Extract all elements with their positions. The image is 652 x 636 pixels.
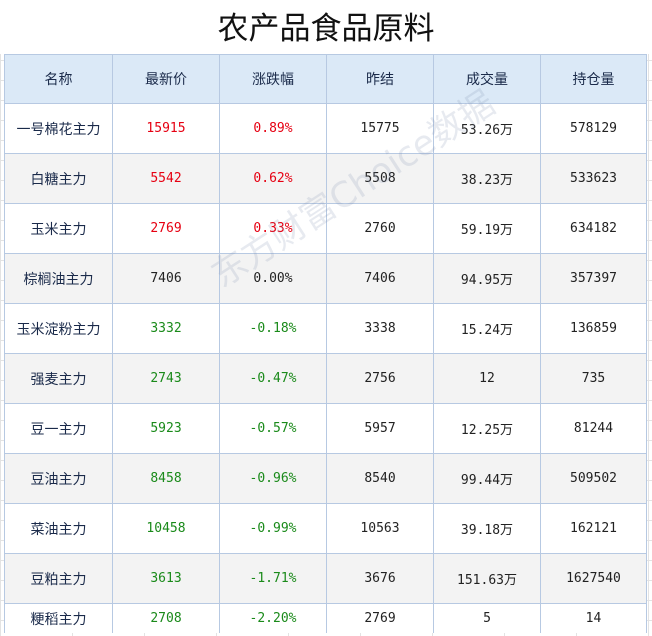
cell-change: -0.96% bbox=[219, 453, 327, 504]
cell-volume: 5 bbox=[433, 603, 541, 633]
cell-volume: 59.19万 bbox=[433, 203, 541, 254]
cell-prev-close: 3676 bbox=[326, 553, 434, 604]
cell-latest: 2769 bbox=[112, 203, 220, 254]
cell-prev-close: 8540 bbox=[326, 453, 434, 504]
cell-latest: 5542 bbox=[112, 153, 220, 204]
cell-volume: 53.26万 bbox=[433, 103, 541, 154]
cell-change: -0.99% bbox=[219, 503, 327, 554]
cell-name: 棕榈油主力 bbox=[4, 253, 113, 304]
cell-latest: 8458 bbox=[112, 453, 220, 504]
cell-prev-close: 7406 bbox=[326, 253, 434, 304]
cell-open-interest: 357397 bbox=[540, 253, 647, 304]
column-header-latest: 最新价 bbox=[112, 54, 220, 104]
table-row: 粳稻主力 2708 -2.20% 2769 5 14 bbox=[4, 603, 647, 633]
cell-name: 菜油主力 bbox=[4, 503, 113, 554]
cell-name: 玉米主力 bbox=[4, 203, 113, 254]
cell-open-interest: 162121 bbox=[540, 503, 647, 554]
cell-prev-close: 2756 bbox=[326, 353, 434, 404]
page-title: 农产品食品原料 bbox=[0, 0, 652, 54]
cell-open-interest: 735 bbox=[540, 353, 647, 404]
cell-latest: 15915 bbox=[112, 103, 220, 154]
cell-change: -0.47% bbox=[219, 353, 327, 404]
column-header-volume: 成交量 bbox=[433, 54, 541, 104]
cell-prev-close: 5957 bbox=[326, 403, 434, 454]
cell-name: 豆一主力 bbox=[4, 403, 113, 454]
cell-prev-close: 3338 bbox=[326, 303, 434, 354]
cell-change: 0.62% bbox=[219, 153, 327, 204]
table-row: 玉米淀粉主力 3332 -0.18% 3338 15.24万 136859 bbox=[4, 303, 647, 354]
column-header-change: 涨跌幅 bbox=[219, 54, 327, 104]
cell-change: -1.71% bbox=[219, 553, 327, 604]
cell-latest: 5923 bbox=[112, 403, 220, 454]
cell-volume: 39.18万 bbox=[433, 503, 541, 554]
cell-open-interest: 578129 bbox=[540, 103, 647, 154]
cell-open-interest: 1627540 bbox=[540, 553, 647, 604]
cell-open-interest: 14 bbox=[540, 603, 647, 633]
table-row: 强麦主力 2743 -0.47% 2756 12 735 bbox=[4, 353, 647, 404]
table-row: 玉米主力 2769 0.33% 2760 59.19万 634182 bbox=[4, 203, 647, 254]
table-row: 豆粕主力 3613 -1.71% 3676 151.63万 1627540 bbox=[4, 553, 647, 604]
cell-change: -2.20% bbox=[219, 603, 327, 633]
cell-prev-close: 10563 bbox=[326, 503, 434, 554]
cell-latest: 3613 bbox=[112, 553, 220, 604]
column-header-name: 名称 bbox=[4, 54, 113, 104]
futures-quote-table: 名称 最新价 涨跌幅 昨结 成交量 持仓量 一号棉花主力 15915 0.89% 15… bbox=[4, 54, 647, 633]
cell-change: 0.89% bbox=[219, 103, 327, 154]
cell-prev-close: 5508 bbox=[326, 153, 434, 204]
cell-latest: 2743 bbox=[112, 353, 220, 404]
cell-latest: 2708 bbox=[112, 603, 220, 633]
cell-name: 一号棉花主力 bbox=[4, 103, 113, 154]
cell-volume: 99.44万 bbox=[433, 453, 541, 504]
cell-volume: 15.24万 bbox=[433, 303, 541, 354]
cell-open-interest: 136859 bbox=[540, 303, 647, 354]
cell-change: -0.18% bbox=[219, 303, 327, 354]
cell-name: 粳稻主力 bbox=[4, 603, 113, 633]
cell-name: 强麦主力 bbox=[4, 353, 113, 404]
cell-volume: 38.23万 bbox=[433, 153, 541, 204]
cell-latest: 10458 bbox=[112, 503, 220, 554]
column-header-open-interest: 持仓量 bbox=[540, 54, 647, 104]
cell-volume: 12.25万 bbox=[433, 403, 541, 454]
cell-change: -0.57% bbox=[219, 403, 327, 454]
cell-change: 0.00% bbox=[219, 253, 327, 304]
table-row: 棕榈油主力 7406 0.00% 7406 94.95万 357397 bbox=[4, 253, 647, 304]
cell-change: 0.33% bbox=[219, 203, 327, 254]
cell-name: 豆油主力 bbox=[4, 453, 113, 504]
cell-open-interest: 509502 bbox=[540, 453, 647, 504]
table-row: 豆一主力 5923 -0.57% 5957 12.25万 81244 bbox=[4, 403, 647, 454]
cell-volume: 151.63万 bbox=[433, 553, 541, 604]
cell-open-interest: 533623 bbox=[540, 153, 647, 204]
column-header-prev-close: 昨结 bbox=[326, 54, 434, 104]
cell-volume: 12 bbox=[433, 353, 541, 404]
table-row: 白糖主力 5542 0.62% 5508 38.23万 533623 bbox=[4, 153, 647, 204]
cell-open-interest: 634182 bbox=[540, 203, 647, 254]
cell-open-interest: 81244 bbox=[540, 403, 647, 454]
cell-latest: 3332 bbox=[112, 303, 220, 354]
table-row: 一号棉花主力 15915 0.89% 15775 53.26万 578129 bbox=[4, 103, 647, 154]
cell-latest: 7406 bbox=[112, 253, 220, 304]
table-row: 菜油主力 10458 -0.99% 10563 39.18万 162121 bbox=[4, 503, 647, 554]
cell-prev-close: 2769 bbox=[326, 603, 434, 633]
table-row: 豆油主力 8458 -0.96% 8540 99.44万 509502 bbox=[4, 453, 647, 504]
cell-name: 白糖主力 bbox=[4, 153, 113, 204]
cell-volume: 94.95万 bbox=[433, 253, 541, 304]
cell-name: 玉米淀粉主力 bbox=[4, 303, 113, 354]
cell-prev-close: 15775 bbox=[326, 103, 434, 154]
table-header-row: 名称 最新价 涨跌幅 昨结 成交量 持仓量 bbox=[4, 54, 647, 104]
cell-name: 豆粕主力 bbox=[4, 553, 113, 604]
cell-prev-close: 2760 bbox=[326, 203, 434, 254]
